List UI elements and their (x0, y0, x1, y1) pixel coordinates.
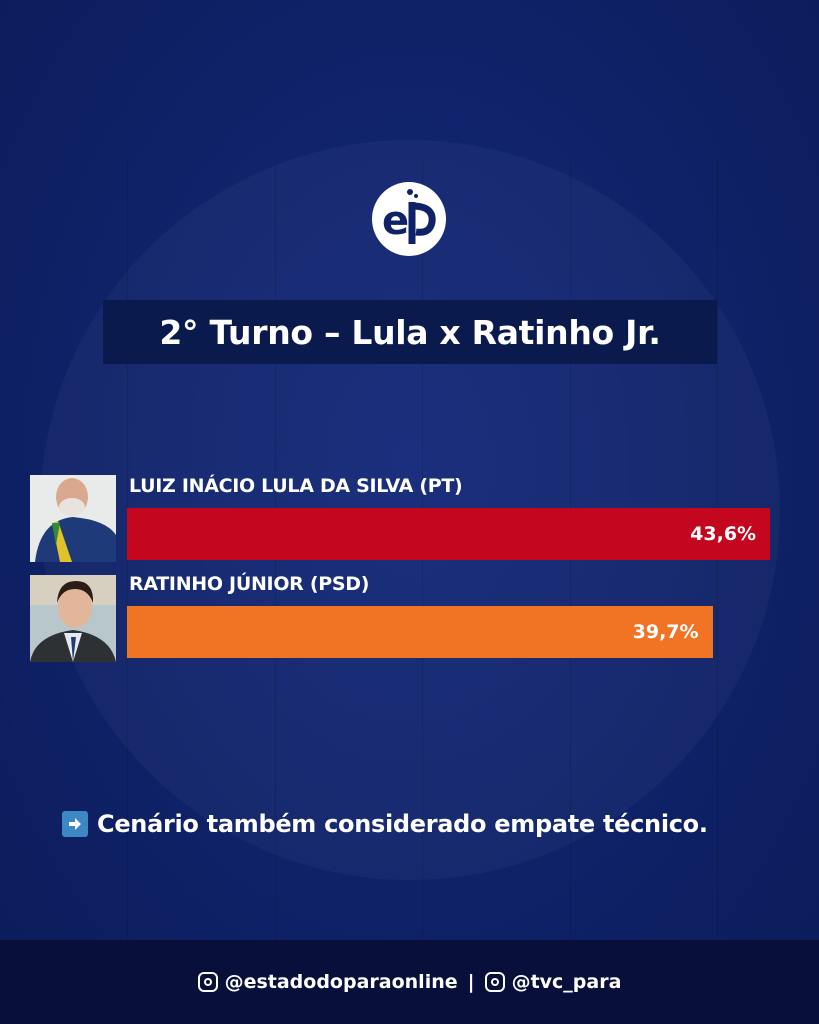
candidate-photo-lula (30, 475, 116, 562)
bar-value-label: 43,6% (690, 523, 757, 545)
brand-logo: e (372, 182, 446, 256)
footer-handle-1[interactable]: @estadodoparaonline (224, 971, 458, 993)
title-banner: 2° Turno – Lula x Ratinho Jr. (103, 300, 717, 364)
bar: 43,6% (127, 508, 771, 560)
bar: 39,7% (127, 606, 713, 658)
footer: @estadodoparaonline | @tvc_para (0, 940, 819, 1024)
note: Cenário também considerado empate técnic… (62, 810, 708, 838)
candidate-label: LUIZ INÁCIO LULA DA SILVA (PT) (129, 475, 463, 497)
bar-value-label: 39,7% (632, 621, 699, 643)
footer-separator: | (467, 971, 475, 993)
instagram-icon (484, 972, 505, 992)
candidate-photo-ratinho (30, 575, 116, 662)
chart-title: 2° Turno – Lula x Ratinho Jr. (159, 312, 661, 352)
footer-handle-2[interactable]: @tvc_para (511, 971, 622, 993)
note-text: Cenário também considerado empate técnic… (97, 810, 708, 838)
candidate-label: RATINHO JÚNIOR (PSD) (129, 573, 370, 595)
right-arrow-icon (62, 811, 88, 837)
svg-text:e: e (382, 198, 409, 244)
instagram-icon (197, 972, 218, 992)
